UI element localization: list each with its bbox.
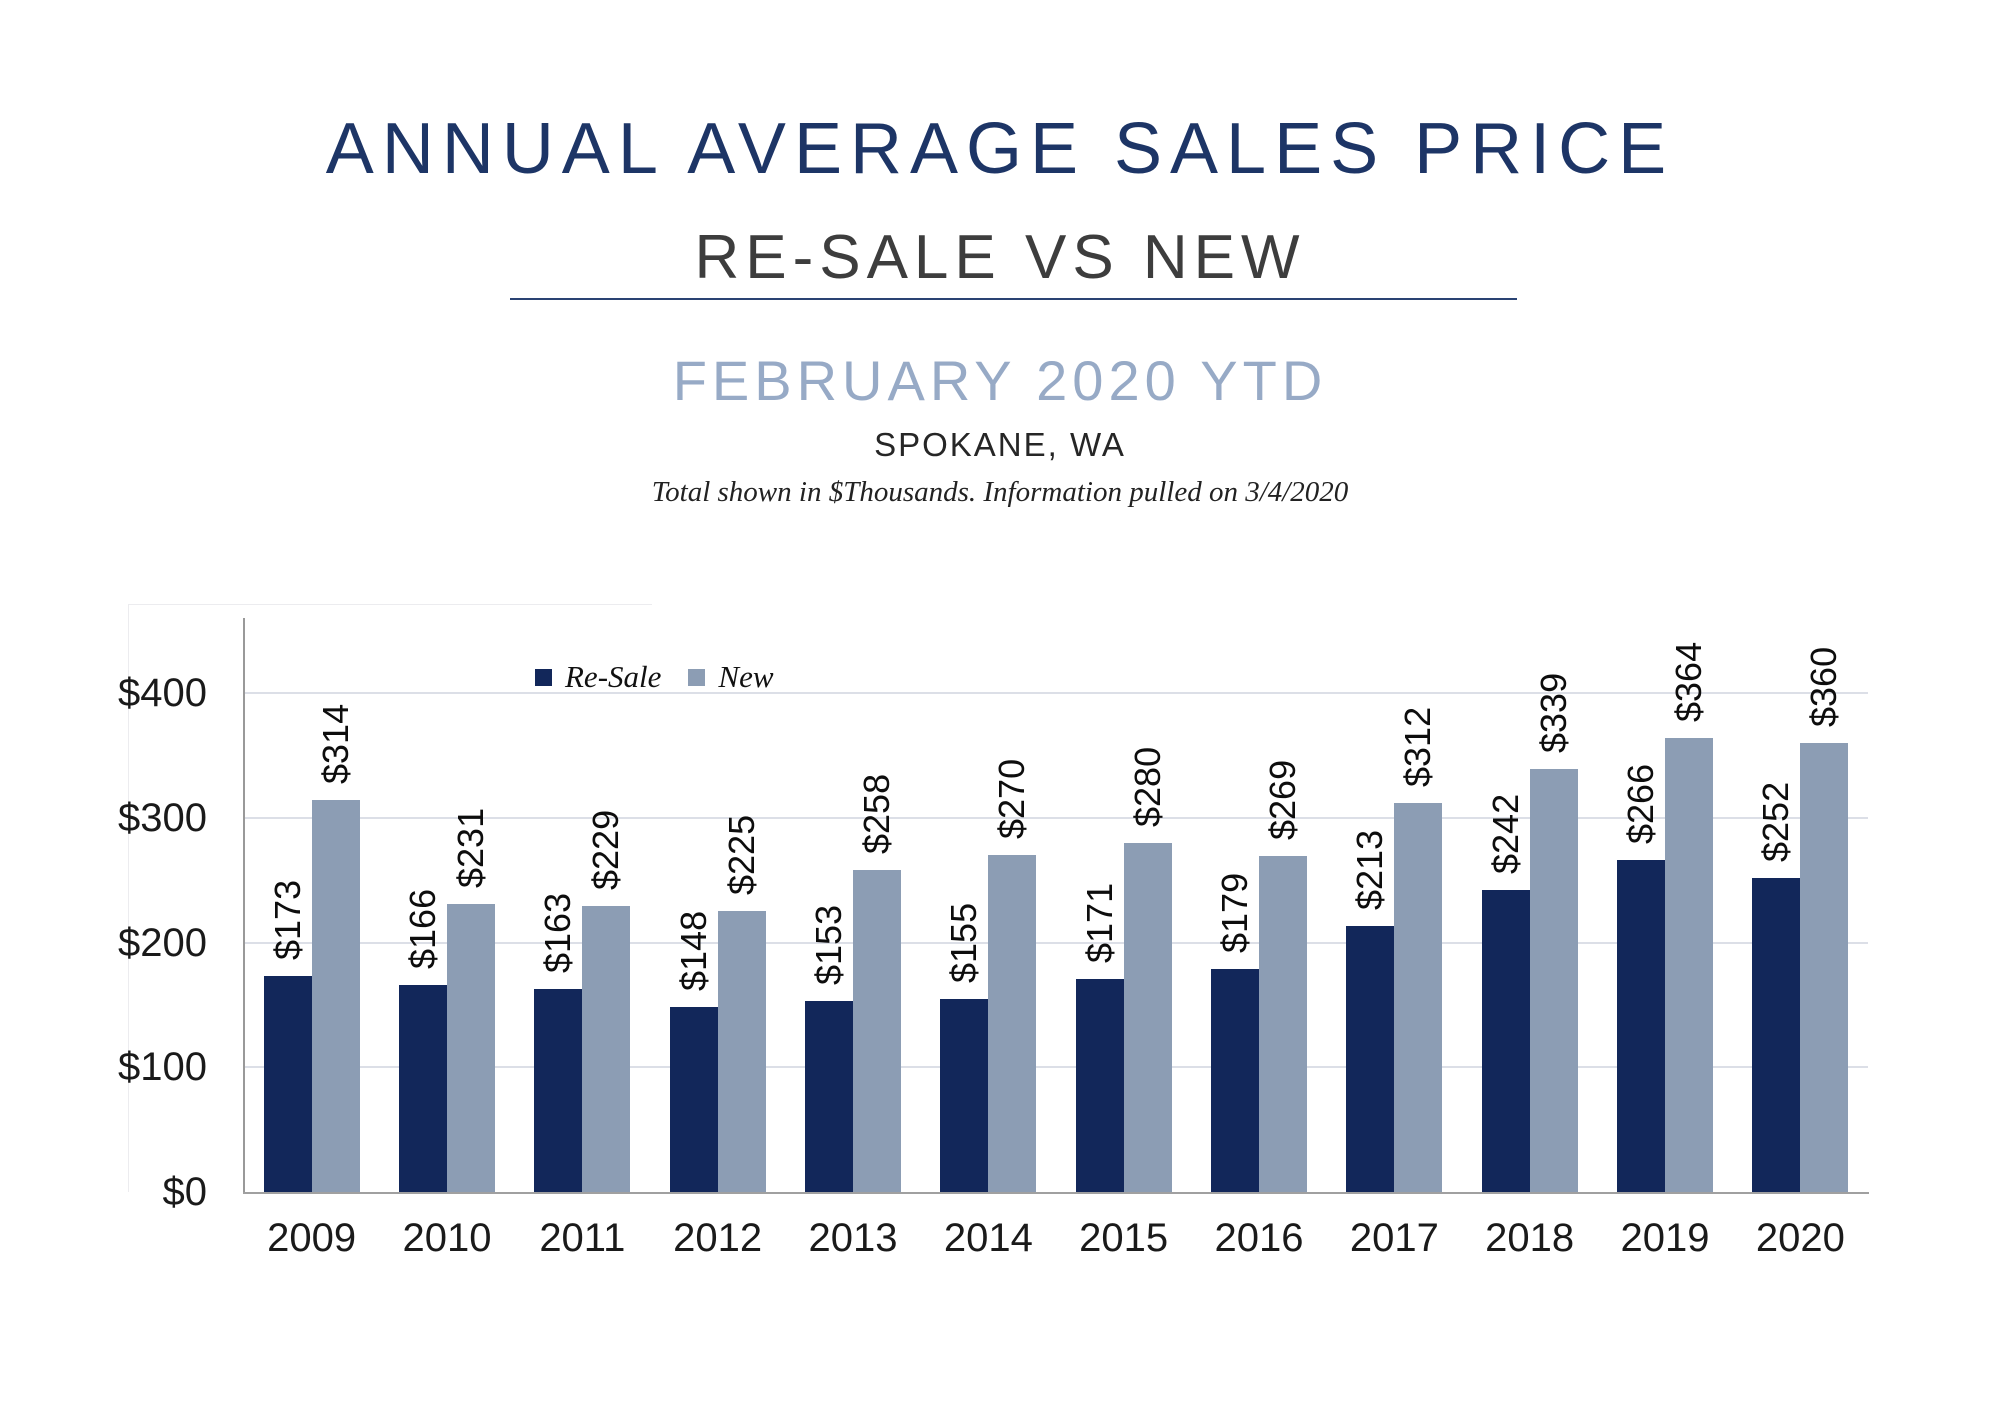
- bar-resale-2017: [1346, 926, 1395, 1192]
- bar-value-label: $179: [1214, 872, 1255, 953]
- bar-value-label: $258: [856, 774, 897, 855]
- y-tick-label: $0: [162, 1170, 208, 1214]
- x-axis-label-2013: 2013: [808, 1216, 898, 1260]
- x-axis-label-2016: 2016: [1214, 1216, 1304, 1260]
- bar-new-2020: [1800, 742, 1849, 1192]
- x-axis-label-2011: 2011: [539, 1216, 626, 1260]
- title-underline: [510, 298, 1517, 300]
- chart-frame-left-edge: [128, 604, 129, 1192]
- y-tick-label: $300: [118, 795, 207, 840]
- y-axis-line: [243, 618, 245, 1194]
- bar-resale-2018: [1481, 890, 1530, 1192]
- bar-value-label: $148: [672, 911, 714, 992]
- bar-new-2017: [1394, 802, 1443, 1192]
- bar-new-2018: [1529, 769, 1578, 1192]
- bar-new-2016: [1259, 856, 1307, 1192]
- x-axis-label-2014: 2014: [943, 1216, 1033, 1260]
- x-axis-label-2018: 2018: [1485, 1216, 1575, 1260]
- legend-item-resale: Re-Sale: [535, 659, 661, 695]
- bar-value-label: $171: [1078, 882, 1120, 963]
- x-axis-line: [243, 1192, 1869, 1194]
- legend-swatch-resale: [535, 668, 552, 686]
- bar-value-label: $242: [1484, 794, 1526, 875]
- bar-value-label: $166: [402, 888, 443, 969]
- bar-resale-2016: [1211, 968, 1259, 1192]
- bar-value-label: $153: [808, 905, 849, 986]
- gridline-200: [244, 941, 1868, 944]
- period-label: FEBRUARY 2020 YTD: [672, 349, 1328, 412]
- x-axis-label-2009: 2009: [267, 1216, 357, 1260]
- bar-value-label: $225: [720, 815, 762, 896]
- legend-swatch-new: [688, 668, 706, 686]
- bar-resale-2019: [1617, 860, 1665, 1192]
- bar-value-label: $252: [1755, 781, 1797, 862]
- bar-value-label: $266: [1620, 764, 1661, 845]
- bar-resale-2010: [399, 984, 447, 1192]
- gridline-400: [244, 692, 1868, 694]
- bar-new-2010: [447, 903, 495, 1192]
- gridline-100: [244, 1066, 1868, 1069]
- bar-value-label: $155: [943, 902, 985, 983]
- bar-resale-2013: [805, 1001, 853, 1192]
- page-subtitle: RE-SALE VS NEW: [694, 223, 1306, 292]
- bar-value-label: $173: [266, 880, 308, 961]
- bar-value-label: $339: [1532, 673, 1574, 754]
- x-axis-label-2017: 2017: [1349, 1216, 1439, 1260]
- bar-new-2011: [582, 906, 631, 1192]
- x-axis-label-2012: 2012: [673, 1216, 763, 1260]
- y-tick-label: $100: [118, 1045, 207, 1090]
- x-axis-label-2015: 2015: [1079, 1216, 1169, 1260]
- x-axis-label-2020: 2020: [1755, 1216, 1845, 1260]
- bar-value-label: $270: [991, 759, 1033, 840]
- bar-new-2014: [988, 855, 1037, 1192]
- bar-resale-2011: [534, 988, 583, 1192]
- chart-footnote: Total shown in $Thousands. Information p…: [651, 476, 1349, 508]
- chart-legend: Re-Sale New: [535, 659, 774, 695]
- bar-value-label: $312: [1397, 706, 1439, 787]
- bar-resale-2020: [1752, 877, 1801, 1192]
- x-axis-label-2019: 2019: [1620, 1216, 1710, 1260]
- bar-new-2019: [1665, 737, 1713, 1192]
- y-tick-label: $400: [118, 671, 207, 715]
- bar-resale-2009: [263, 976, 312, 1192]
- bar-new-2012: [717, 911, 766, 1192]
- bar-value-label: $231: [450, 807, 491, 888]
- bar-value-label: $314: [314, 704, 356, 785]
- bar-value-label: $269: [1262, 760, 1303, 841]
- bar-value-label: $213: [1349, 830, 1391, 911]
- chart-frame-top-edge: [128, 604, 652, 605]
- bar-new-2009: [311, 800, 360, 1192]
- y-tick-label: $200: [118, 920, 207, 965]
- bar-resale-2014: [940, 998, 989, 1192]
- bar-value-label: $229: [585, 810, 627, 891]
- bar-value-label: $360: [1803, 646, 1845, 727]
- bar-resale-2015: [1075, 978, 1124, 1192]
- bar-new-2015: [1123, 842, 1172, 1192]
- page-title: ANNUAL AVERAGE SALES PRICE: [325, 109, 1675, 189]
- bar-resale-2012: [669, 1007, 718, 1192]
- legend-item-new: New: [688, 659, 774, 695]
- bar-new-2013: [853, 870, 901, 1192]
- gridline-300: [244, 816, 1868, 819]
- legend-label-resale: Re-Sale: [565, 659, 662, 694]
- bar-value-label: $163: [537, 892, 579, 973]
- x-axis-label-2010: 2010: [402, 1216, 492, 1260]
- bar-value-label: $280: [1126, 746, 1168, 827]
- legend-label-new: New: [718, 659, 774, 694]
- location-label: SPOKANE, WA: [874, 426, 1126, 463]
- bar-value-label: $364: [1668, 641, 1709, 722]
